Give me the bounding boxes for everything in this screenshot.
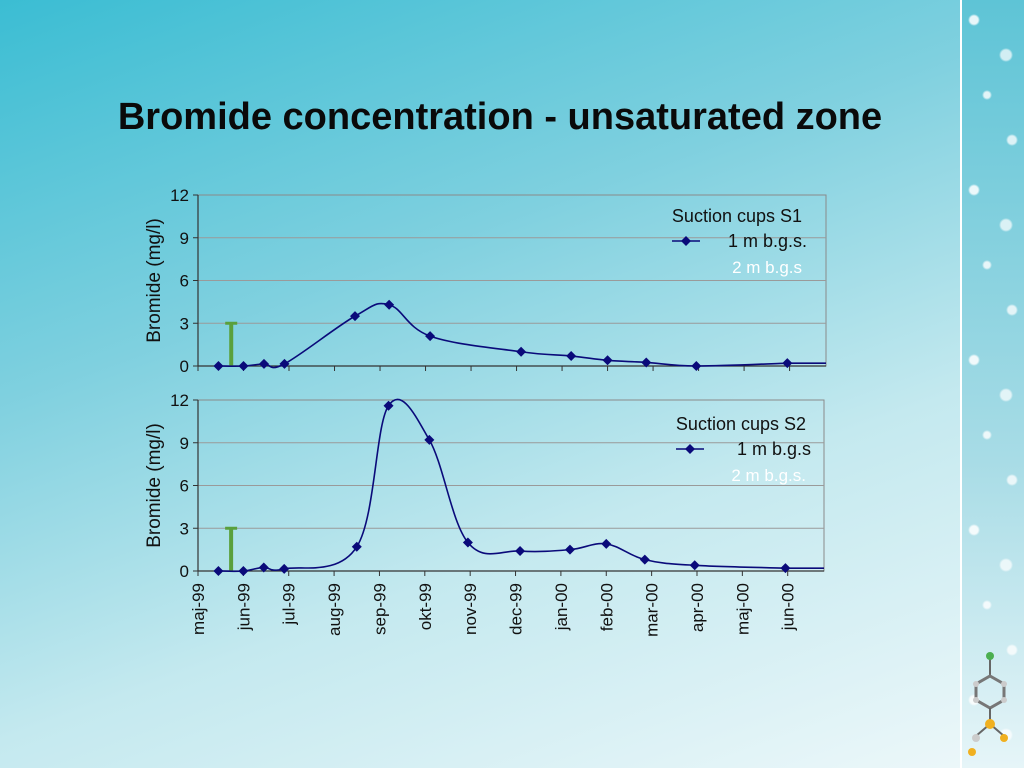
legend-label-2m: 2 m b.g.s bbox=[732, 258, 802, 277]
y-tick-label: 6 bbox=[180, 477, 189, 496]
data-point-1m bbox=[689, 560, 700, 571]
y-tick-label: 3 bbox=[180, 519, 189, 538]
legend-label-1m: 1 m b.g.s. bbox=[728, 231, 807, 251]
x-tick-label: okt-99 bbox=[416, 583, 435, 630]
legend-title: Suction cups S1 bbox=[672, 206, 802, 226]
series-line-1m bbox=[218, 302, 826, 369]
x-tick-label: jun-00 bbox=[779, 583, 798, 631]
x-tick-label: apr-00 bbox=[688, 583, 707, 632]
data-point-1m bbox=[238, 361, 249, 371]
y-tick-label: 12 bbox=[170, 186, 189, 205]
data-point-1m bbox=[515, 546, 526, 557]
legend-marker-1m bbox=[681, 236, 691, 246]
slide-title: Bromide concentration - unsaturated zone bbox=[117, 96, 883, 138]
data-point-1m bbox=[462, 537, 473, 548]
legend-label-2m: 2 m b.g.s. bbox=[731, 466, 806, 485]
data-point-1m bbox=[601, 538, 612, 549]
x-tick-label: nov-99 bbox=[461, 583, 480, 635]
data-point-1m bbox=[351, 541, 362, 552]
y-tick-label: 12 bbox=[170, 391, 189, 410]
data-point-1m bbox=[782, 358, 793, 369]
water-droplets-decoration bbox=[960, 0, 1024, 768]
y-axis-label: Bromide (mg/l) bbox=[144, 423, 165, 548]
chart-panel-1: 0 3 6 9 12 Bromide (mg/l) Suction cups S1 1 m b… bbox=[144, 186, 827, 376]
legend-title: Suction cups S2 bbox=[676, 414, 806, 434]
legend-label-1m: 1 m b.g.s bbox=[737, 439, 811, 459]
legend-marker-1m bbox=[685, 444, 695, 454]
data-point-1m bbox=[238, 566, 249, 576]
y-tick-label: 9 bbox=[180, 434, 189, 453]
data-point-1m bbox=[258, 562, 269, 573]
y-tick-label: 6 bbox=[180, 272, 189, 291]
data-point-1m bbox=[691, 361, 702, 371]
data-point-1m bbox=[564, 544, 575, 555]
chart-panel-2: 0 3 6 9 12 Bromide (mg/l) Suction cups S2 1 m b… bbox=[144, 391, 825, 581]
data-point-1m bbox=[213, 361, 224, 371]
data-point-1m bbox=[639, 554, 650, 565]
molecule-logo-icon bbox=[968, 652, 1008, 756]
y-tick-label: 0 bbox=[180, 357, 189, 376]
data-point-1m bbox=[383, 400, 394, 411]
data-point-1m bbox=[258, 358, 269, 369]
x-tick-label: maj-00 bbox=[733, 583, 752, 635]
data-point-1m bbox=[641, 357, 652, 368]
y-axis-label: Bromide (mg/l) bbox=[144, 218, 165, 343]
x-tick-label: maj-99 bbox=[189, 583, 208, 635]
x-tick-label: dec-99 bbox=[507, 583, 526, 635]
data-point-1m bbox=[516, 346, 527, 357]
data-point-1m bbox=[279, 563, 290, 574]
x-tick-label: mar-00 bbox=[643, 583, 662, 637]
data-point-1m bbox=[424, 434, 435, 445]
x-tick-label: jun-99 bbox=[234, 583, 253, 631]
data-point-1m bbox=[213, 566, 224, 576]
data-point-1m bbox=[602, 355, 613, 366]
data-point-1m bbox=[279, 358, 290, 369]
x-tick-label: sep-99 bbox=[370, 583, 389, 635]
bromide-charts: 0 3 6 9 12 Bromide (mg/l) Suction cups S1 1 m b… bbox=[144, 186, 827, 637]
data-point-1m bbox=[350, 311, 360, 322]
data-point-1m bbox=[384, 299, 395, 310]
data-point-1m bbox=[425, 331, 436, 342]
x-tick-label: jul-99 bbox=[280, 583, 299, 626]
data-point-1m bbox=[780, 563, 791, 574]
y-tick-label: 9 bbox=[180, 229, 189, 248]
x-tick-label: feb-00 bbox=[597, 583, 616, 631]
y-tick-label: 0 bbox=[180, 562, 189, 581]
x-tick-label: jan-00 bbox=[552, 583, 571, 631]
x-tick-label: aug-99 bbox=[325, 583, 344, 636]
data-point-1m bbox=[566, 351, 577, 362]
y-tick-label: 3 bbox=[180, 314, 189, 333]
